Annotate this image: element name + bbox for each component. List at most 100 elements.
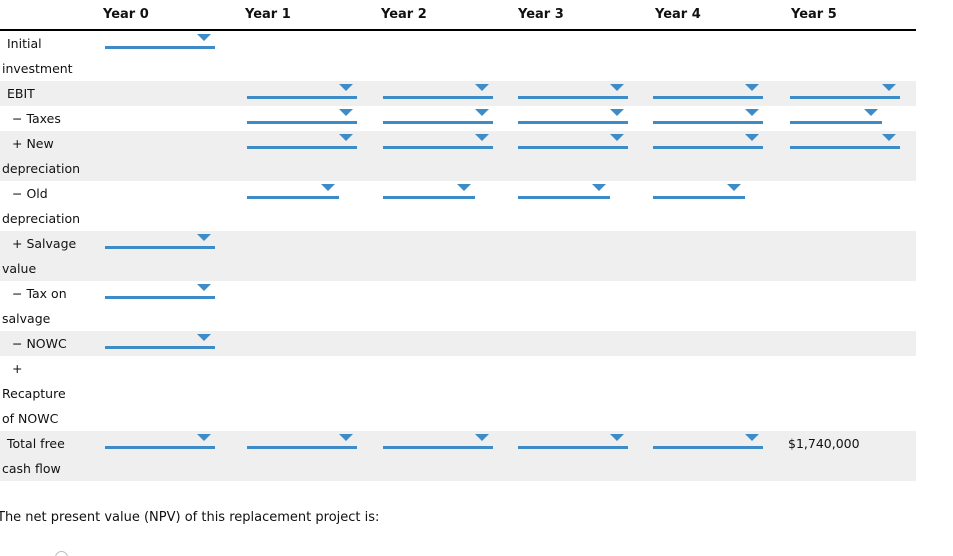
row-label: − NOWC xyxy=(12,336,67,351)
year-cell xyxy=(647,431,783,481)
row-label: − Taxes xyxy=(12,111,61,126)
answer-dropdown[interactable] xyxy=(653,134,763,149)
chevron-down-icon xyxy=(457,184,471,191)
chevron-down-icon xyxy=(197,34,211,41)
answer-dropdown[interactable] xyxy=(105,334,215,349)
row-label: Initial investment xyxy=(2,36,73,76)
row-label: − Old depreciation xyxy=(2,186,81,226)
answer-dropdown[interactable] xyxy=(247,134,357,149)
answer-dropdown[interactable] xyxy=(383,184,475,199)
table-row: − Old depreciation xyxy=(0,181,916,231)
year-cell xyxy=(100,431,237,481)
chevron-down-icon xyxy=(197,434,211,441)
table-row: Total free cash flow $1,740,000 xyxy=(0,431,916,481)
answer-dropdown[interactable] xyxy=(105,284,215,299)
year-cell xyxy=(647,131,783,181)
header-year-3: Year 3 xyxy=(518,7,564,22)
answer-dropdown[interactable] xyxy=(105,34,215,49)
npv-answer-radio-button[interactable] xyxy=(55,551,68,556)
year-cell xyxy=(510,106,647,131)
chevron-down-icon xyxy=(610,434,624,441)
table-row: + New depreciation xyxy=(0,131,916,181)
year-cell xyxy=(510,331,647,356)
year-cell xyxy=(373,106,510,131)
chevron-down-icon xyxy=(197,284,211,291)
chevron-down-icon xyxy=(321,184,335,191)
answer-dropdown[interactable] xyxy=(653,84,763,99)
answer-dropdown[interactable] xyxy=(790,84,900,99)
year-cell: $1,740,000 xyxy=(783,431,916,481)
answer-dropdown[interactable] xyxy=(383,109,493,124)
year-cell xyxy=(373,281,510,331)
answer-dropdown[interactable] xyxy=(653,434,763,449)
year-cell xyxy=(510,356,647,431)
row-label: + Recapture of NOWC xyxy=(2,361,66,426)
year-cell xyxy=(783,356,916,431)
year-cell xyxy=(510,231,647,281)
chevron-down-icon xyxy=(475,134,489,141)
cash-flow-worksheet-table: Year 0 Year 1 Year 2 Year 3 Year 4 Year … xyxy=(0,0,916,481)
table-row: Initial investment xyxy=(0,31,916,81)
year-cell xyxy=(647,31,783,81)
answer-dropdown[interactable] xyxy=(247,109,357,124)
chevron-down-icon xyxy=(610,84,624,91)
year-cell xyxy=(373,31,510,81)
year-cell xyxy=(100,231,237,281)
year-cell xyxy=(100,31,237,81)
answer-dropdown[interactable] xyxy=(383,434,493,449)
answer-dropdown[interactable] xyxy=(653,184,745,199)
answer-dropdown[interactable] xyxy=(790,134,900,149)
answer-dropdown[interactable] xyxy=(105,234,215,249)
year-cell xyxy=(647,356,783,431)
year-cell xyxy=(647,106,783,131)
row-label: EBIT xyxy=(7,86,35,101)
year-cell xyxy=(373,331,510,356)
year-cell xyxy=(237,131,373,181)
year-cell xyxy=(100,331,237,356)
year-cell xyxy=(510,31,647,81)
header-blank xyxy=(0,0,100,29)
answer-dropdown[interactable] xyxy=(247,434,357,449)
chevron-down-icon xyxy=(882,134,896,141)
year-cell xyxy=(647,181,783,231)
header-year-1: Year 1 xyxy=(245,7,291,22)
year-cell xyxy=(647,231,783,281)
answer-dropdown[interactable] xyxy=(247,84,357,99)
answer-dropdown[interactable] xyxy=(105,434,215,449)
header-year-0: Year 0 xyxy=(103,7,149,22)
answer-dropdown[interactable] xyxy=(383,84,493,99)
year-cell xyxy=(100,131,237,181)
chevron-down-icon xyxy=(745,109,759,116)
row-label: Total free cash flow xyxy=(2,436,65,476)
answer-dropdown[interactable] xyxy=(518,134,628,149)
answer-dropdown[interactable] xyxy=(518,434,628,449)
header-year-4: Year 4 xyxy=(655,7,701,22)
year-cell xyxy=(237,356,373,431)
row-label: + Salvage value xyxy=(2,236,77,276)
answer-dropdown[interactable] xyxy=(247,184,339,199)
answer-dropdown[interactable] xyxy=(653,109,763,124)
year-cell xyxy=(100,281,237,331)
header-year-2: Year 2 xyxy=(381,7,427,22)
answer-dropdown[interactable] xyxy=(790,109,882,124)
year-cell xyxy=(783,106,916,131)
chevron-down-icon xyxy=(475,109,489,116)
year-cell xyxy=(237,231,373,281)
cell-value: $1,740,000 xyxy=(788,436,860,451)
year-cell xyxy=(100,81,237,106)
year-cell xyxy=(237,281,373,331)
answer-dropdown[interactable] xyxy=(518,184,610,199)
year-cell xyxy=(100,181,237,231)
header-year-5: Year 5 xyxy=(791,7,837,22)
year-cell xyxy=(100,106,237,131)
answer-dropdown[interactable] xyxy=(383,134,493,149)
year-cell xyxy=(783,231,916,281)
chevron-down-icon xyxy=(864,109,878,116)
year-cell xyxy=(373,431,510,481)
year-cell xyxy=(783,331,916,356)
table-row: − NOWC xyxy=(0,331,916,356)
chevron-down-icon xyxy=(197,334,211,341)
year-cell xyxy=(237,331,373,356)
answer-dropdown[interactable] xyxy=(518,109,628,124)
answer-dropdown[interactable] xyxy=(518,84,628,99)
